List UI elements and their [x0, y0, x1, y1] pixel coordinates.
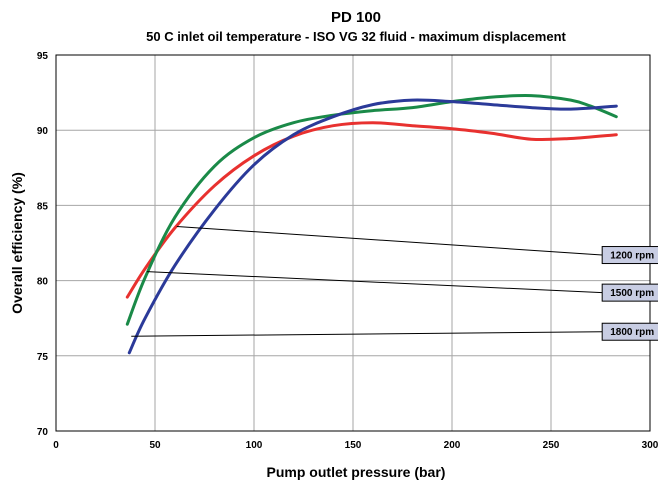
- y-tick-label: 85: [37, 201, 49, 212]
- x-tick-label: 50: [149, 440, 161, 451]
- x-tick-label: 200: [444, 440, 461, 451]
- x-tick-label: 100: [246, 440, 263, 451]
- y-tick-label: 75: [37, 352, 49, 363]
- series-line-1200-rpm: [125, 121, 618, 299]
- plot-area: [55, 54, 651, 432]
- callout-box: [601, 246, 658, 265]
- callout-label: 1500 rpm: [610, 288, 654, 299]
- series-line-1800-rpm: [127, 98, 618, 355]
- callout-box: [601, 283, 658, 302]
- y-tick-label: 95: [37, 51, 49, 62]
- callout-leader-line: [131, 331, 603, 337]
- x-tick-label: 0: [53, 440, 59, 451]
- callout-label: 1800 rpm: [610, 327, 654, 338]
- x-tick-label: 300: [642, 440, 658, 451]
- tick-labels: 0 50 100 150 200 250 300 70 75 80 85 90 95: [37, 51, 658, 451]
- x-tick-label: 150: [345, 440, 362, 451]
- y-axis-label: Overall efficiency (%): [9, 172, 25, 314]
- grid: [56, 55, 650, 431]
- y-tick-label: 70: [37, 427, 49, 438]
- callout-box: [601, 322, 658, 341]
- chart-title: PD 100: [331, 9, 381, 26]
- chart-subtitle: 50 C inlet oil temperature - ISO VG 32 f…: [146, 29, 566, 44]
- x-tick-label: 250: [543, 440, 560, 451]
- y-tick-label: 80: [37, 277, 49, 288]
- series-line-1500-rpm: [125, 93, 618, 326]
- callout-leader-line: [147, 271, 603, 294]
- x-axis-label: Pump outlet pressure (bar): [267, 464, 446, 480]
- callout-leader-line: [176, 225, 603, 256]
- y-tick-label: 90: [37, 126, 49, 137]
- series-lines: [125, 93, 618, 355]
- callouts: 1200 rpm 1500 rpm 1800 rpm: [131, 225, 658, 341]
- callout-label: 1200 rpm: [610, 251, 654, 262]
